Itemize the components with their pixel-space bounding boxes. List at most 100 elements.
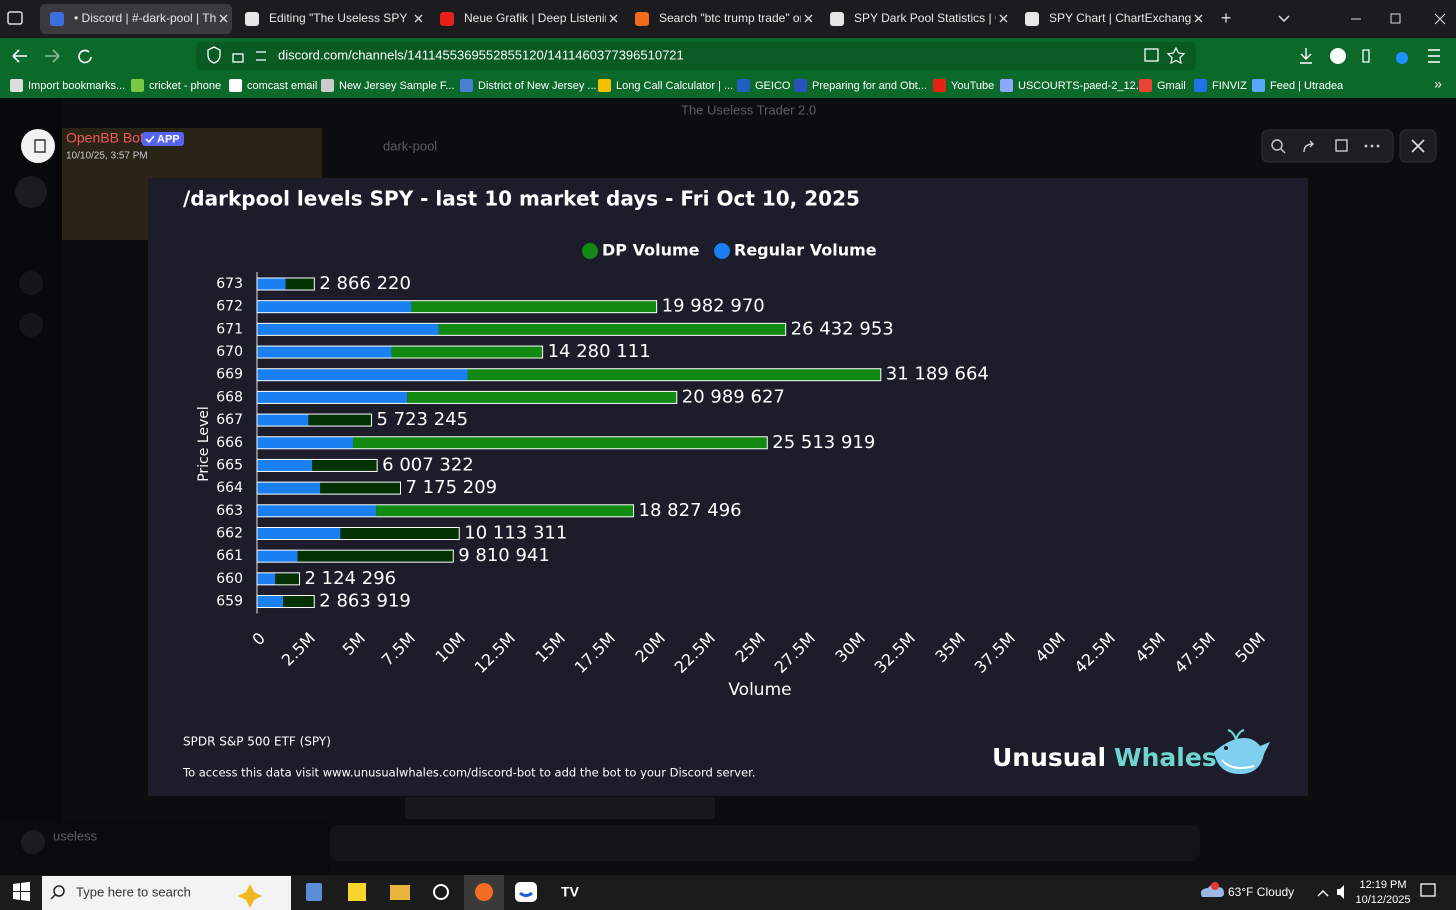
tab-close[interactable] (219, 14, 228, 23)
value-label: 9 810 941 (458, 545, 550, 566)
bar-segment (376, 504, 634, 517)
tab-strip-part (7, 11, 23, 25)
search-box[interactable]: Type here to search (76, 884, 191, 899)
author-name[interactable]: OpenBB Bot (66, 130, 144, 146)
bar-segment (320, 482, 401, 495)
bookmark[interactable]: cricket - phone (149, 80, 221, 92)
bookmark[interactable]: Gmail (1157, 80, 1186, 92)
bar-segment (257, 368, 468, 381)
bookmark[interactable]: comcast email (247, 80, 317, 92)
logo-whale-part (1227, 729, 1245, 741)
server-name: The Useless Trader 2.0 (681, 102, 816, 117)
clock-time[interactable]: 12:19 PM (1359, 879, 1406, 891)
tab-strip-part (1390, 13, 1401, 24)
y-tick-label: 665 (216, 457, 243, 473)
bar-outline (256, 300, 658, 314)
bar-outline (256, 458, 378, 472)
user-name: useless (53, 828, 98, 843)
footer-source: SPDR S&P 500 ETF (SPY) (183, 735, 331, 749)
discord-background-part (15, 176, 47, 208)
bookmark[interactable]: District of New Jersey ... (478, 80, 597, 92)
y-tick-label: 670 (216, 344, 243, 360)
legend-swatch (582, 243, 598, 259)
value-label: 26 432 953 (791, 318, 894, 339)
url[interactable]: discord.com/channels/1411455369552855120… (278, 47, 684, 62)
bar-outline (256, 368, 882, 382)
nav-toolbar-part (1428, 49, 1440, 63)
discord-background-part (0, 822, 330, 875)
viewer-header: OpenBB Bot APP 10/10/25, 3:57 PM (21, 129, 1437, 163)
value-label: 14 280 111 (548, 341, 651, 362)
y-tick-label: 662 (216, 525, 243, 541)
bookmark-icon (460, 79, 473, 92)
bookmark[interactable]: Feed | Utradea (1270, 80, 1344, 92)
bar-segment (257, 527, 341, 540)
bar-segment (308, 414, 372, 427)
bookmark[interactable]: Preparing for and Obt... (812, 80, 927, 92)
viewer-header-part (1370, 144, 1374, 148)
y-tick-label: 660 (216, 571, 243, 587)
logo-whale-part (1221, 759, 1255, 769)
bookmark[interactable]: New Jersey Sample F... (339, 80, 455, 92)
tab-title[interactable]: SPY Chart | ChartExchange (1049, 11, 1198, 25)
value-label: 31 189 664 (886, 364, 989, 385)
nav-toolbar-part (232, 53, 244, 63)
bar-outline (256, 436, 768, 450)
tab-title[interactable]: • Discord | #-dark-pool | The (74, 11, 223, 25)
tab[interactable] (40, 4, 232, 34)
taskbar-part (475, 883, 493, 901)
bar-segment (257, 278, 286, 290)
bar-segment (391, 346, 543, 359)
bar-segment (283, 595, 315, 608)
tab-icon (50, 12, 64, 26)
bookmark[interactable]: Long Call Calculator | ... (616, 80, 733, 92)
bookmark[interactable]: FINVIZ (1212, 80, 1247, 92)
tab-close[interactable] (804, 14, 813, 23)
y-tick-label: 668 (216, 389, 243, 405)
viewer-header-part (34, 139, 46, 153)
bar-outline (256, 549, 454, 563)
clock-date[interactable]: 10/12/2025 (1355, 894, 1410, 906)
taskbar-part (1211, 882, 1219, 890)
tab-title[interactable]: Editing "The Useless SPY report (269, 11, 442, 25)
value-label: 5 723 245 (376, 409, 468, 430)
bookmark[interactable]: GEICO (755, 80, 791, 92)
nav-toolbar-part (1362, 49, 1370, 63)
tab-close[interactable] (999, 14, 1008, 23)
bookmark[interactable]: Import bookmarks... (28, 80, 125, 92)
viewer-header-part (1271, 139, 1283, 151)
taskbar-part (1337, 885, 1344, 899)
y-tick-label: 659 (216, 594, 243, 610)
tab-strip-part (0, 0, 1456, 38)
tab-close[interactable] (414, 14, 423, 23)
bar-segment (257, 391, 408, 404)
viewer-header-part (142, 132, 184, 146)
tab-icon (635, 12, 649, 26)
bookmark[interactable]: USCOURTS-paed-2_12... (1018, 80, 1145, 92)
bar-segment (257, 550, 298, 563)
y-tick-label: 663 (216, 503, 243, 519)
chart-image: /darkpool levels SPY - last 10 market da… (148, 178, 1308, 796)
bar-segment (257, 482, 321, 495)
discord-background-part (0, 98, 62, 875)
tab-title[interactable]: Search "btc trump trade" on Su (659, 11, 824, 25)
chart-title: /darkpool levels SPY - last 10 market da… (183, 187, 860, 211)
y-tick-label: 666 (216, 435, 243, 451)
bar-segment (438, 323, 786, 336)
tab-close[interactable] (1194, 14, 1203, 23)
bookmark[interactable]: YouTube (951, 80, 994, 92)
nav-toolbar-part (12, 49, 27, 63)
nav-toolbar-part (1300, 48, 1312, 64)
tab-strip-part (1434, 13, 1446, 25)
bookmark-icon (10, 79, 23, 92)
bar-segment (257, 300, 412, 313)
weather[interactable]: 63°F Cloudy (1228, 885, 1294, 899)
taskbar-part (348, 883, 366, 901)
tab-close[interactable] (609, 14, 618, 23)
bookmark-icon (1194, 79, 1207, 92)
value-label: 18 827 496 (639, 500, 742, 521)
tab-title[interactable]: Neue Grafik | Deep Listenin (464, 11, 611, 25)
tab-title[interactable]: SPY Dark Pool Statistics | ChartE (854, 11, 1032, 25)
tab-icon (245, 12, 259, 26)
